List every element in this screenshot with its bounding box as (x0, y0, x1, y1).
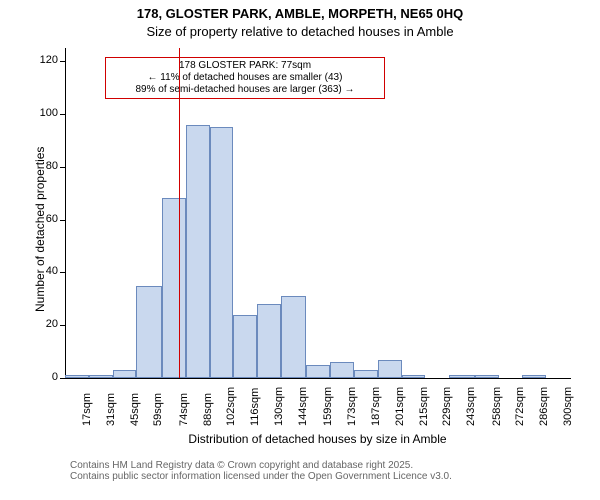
x-tick-label: 102sqm (225, 387, 237, 426)
annotation-line1: 178 GLOSTER PARK: 77sqm (110, 60, 380, 72)
histogram-bar (210, 127, 234, 378)
histogram-bar (281, 296, 307, 378)
y-tick-label: 60 (30, 213, 58, 225)
y-tick (60, 114, 65, 115)
chart-title-line2: Size of property relative to detached ho… (0, 24, 600, 39)
y-tick-label: 20 (30, 318, 58, 330)
y-tick-label: 120 (30, 54, 58, 66)
footer-line1: Contains HM Land Registry data © Crown c… (70, 460, 452, 471)
x-tick-label: 272sqm (514, 387, 526, 426)
y-tick-label: 40 (30, 265, 58, 277)
chart-container: 178, GLOSTER PARK, AMBLE, MORPETH, NE65 … (0, 0, 600, 500)
histogram-bar (136, 286, 162, 378)
x-tick-label: 31sqm (105, 393, 117, 426)
footer-text: Contains HM Land Registry data © Crown c… (70, 460, 452, 482)
y-tick (60, 61, 65, 62)
x-axis-label: Distribution of detached houses by size … (65, 432, 570, 446)
histogram-bar (354, 370, 378, 378)
histogram-bar (378, 360, 402, 378)
histogram-bar (449, 375, 475, 378)
histogram-bar (257, 304, 281, 378)
x-tick-label: 59sqm (152, 393, 164, 426)
y-tick (60, 167, 65, 168)
y-tick (60, 378, 65, 379)
annotation-line3: 89% of semi-detached houses are larger (… (110, 84, 380, 96)
histogram-bar (162, 198, 186, 378)
x-tick-label: 45sqm (129, 393, 141, 426)
histogram-bar (306, 365, 330, 378)
footer-line2: Contains public sector information licen… (70, 471, 452, 482)
x-tick-label: 187sqm (370, 387, 382, 426)
x-tick-label: 74sqm (178, 393, 190, 426)
histogram-bar (65, 375, 89, 378)
x-tick-label: 116sqm (249, 388, 261, 426)
x-tick-label: 286sqm (538, 387, 550, 426)
histogram-bar (89, 375, 113, 378)
y-tick-label: 100 (30, 107, 58, 119)
y-tick (60, 220, 65, 221)
x-tick-label: 215sqm (418, 387, 430, 426)
y-tick-label: 0 (30, 371, 58, 383)
x-tick-label: 144sqm (297, 387, 309, 426)
histogram-bar (402, 375, 426, 378)
histogram-bar (233, 315, 257, 378)
y-tick-label: 80 (30, 160, 58, 172)
histogram-bar (186, 125, 210, 378)
x-tick-label: 173sqm (346, 387, 358, 426)
x-tick-label: 88sqm (202, 393, 214, 426)
x-tick-label: 201sqm (394, 387, 406, 426)
x-tick-label: 300sqm (562, 387, 574, 426)
x-tick-label: 258sqm (491, 387, 503, 426)
histogram-bar (522, 375, 546, 378)
histogram-bar (475, 375, 499, 378)
chart-title-line1: 178, GLOSTER PARK, AMBLE, MORPETH, NE65 … (0, 6, 600, 21)
y-tick (60, 325, 65, 326)
x-tick-label: 159sqm (322, 387, 334, 426)
x-tick-label: 130sqm (273, 387, 285, 426)
histogram-bar (330, 362, 354, 378)
property-marker-line (179, 48, 180, 378)
y-tick (60, 272, 65, 273)
x-tick-label: 17sqm (81, 393, 93, 426)
annotation-line2: ← 11% of detached houses are smaller (43… (110, 72, 380, 84)
histogram-bar (113, 370, 137, 378)
x-tick-label: 229sqm (441, 387, 453, 426)
x-tick-label: 243sqm (465, 387, 477, 426)
annotation-box: 178 GLOSTER PARK: 77sqm ← 11% of detache… (105, 57, 385, 99)
